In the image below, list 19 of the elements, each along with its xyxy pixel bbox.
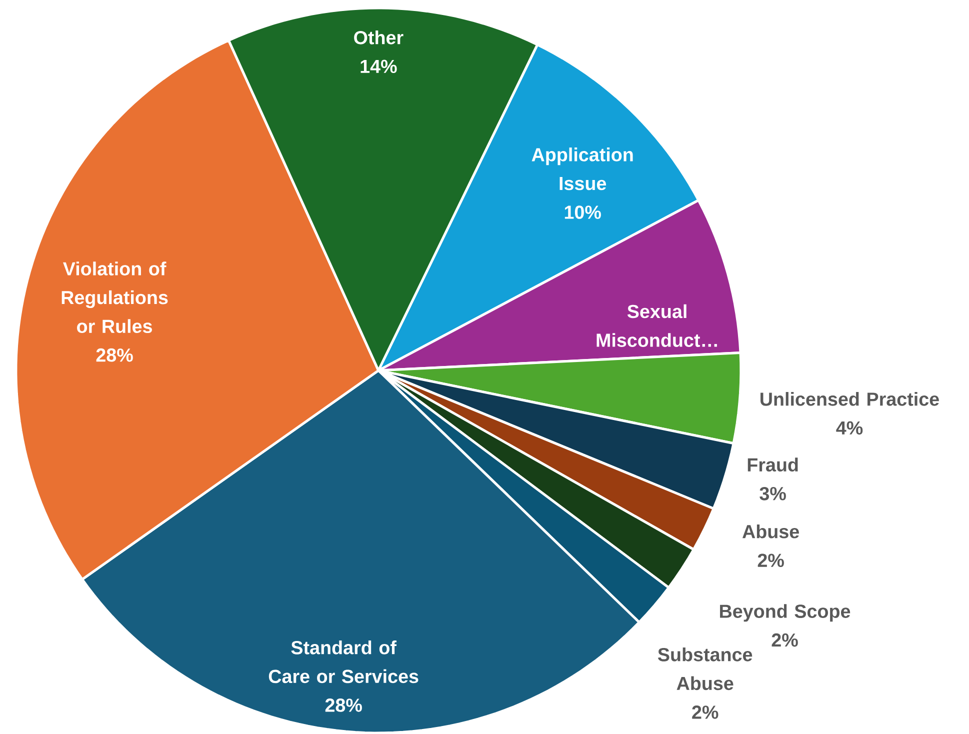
data-label: 3% xyxy=(760,486,786,500)
data-label: 2% xyxy=(758,554,784,567)
data-label: 2% xyxy=(692,705,718,719)
slice-label: Fraud xyxy=(748,458,798,472)
slice-label: Unlicensed Practice xyxy=(760,392,939,406)
slice-label: Sexual Misconduct… xyxy=(596,304,717,347)
slice-label: Substance Abuse xyxy=(658,647,752,690)
slice-label: Other xyxy=(354,30,404,44)
slice-label: Abuse xyxy=(742,524,799,538)
data-label: 28% xyxy=(96,348,133,362)
data-label: 14% xyxy=(360,60,397,73)
data-label: 2% xyxy=(772,633,798,647)
slice-label: Application Issue xyxy=(532,147,633,190)
data-label: 10% xyxy=(564,205,601,219)
data-label: 4% xyxy=(836,421,863,434)
slice-label: Beyond Scope xyxy=(720,604,850,622)
slice-label: Standard of Care or Services xyxy=(268,640,418,684)
slice-label: Violation of Regulations or Rules xyxy=(62,262,168,333)
data-label: 28% xyxy=(325,698,362,712)
